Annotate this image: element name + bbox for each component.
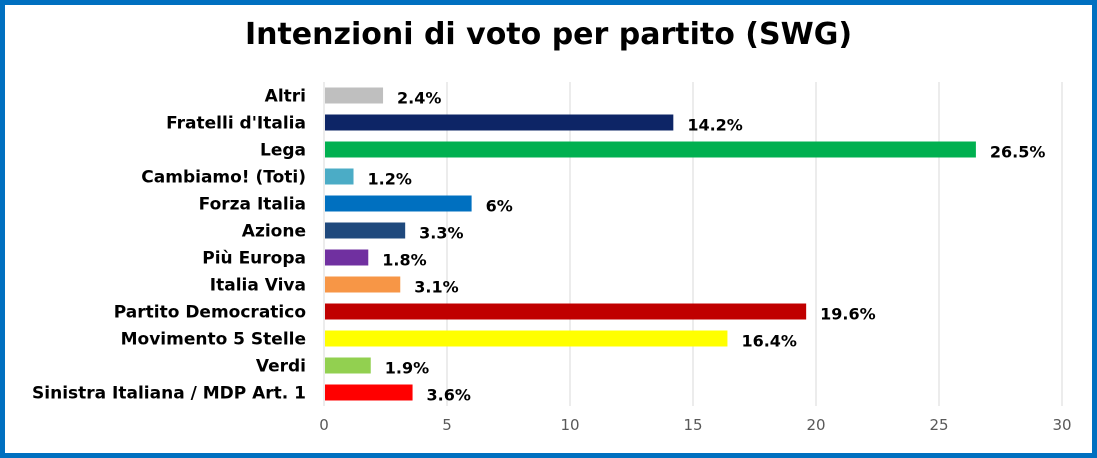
data-label: 6% [486, 197, 513, 216]
bar [325, 168, 354, 185]
category-label: Verdi [256, 357, 306, 377]
bar [325, 249, 369, 266]
category-label: Italia Viva [210, 276, 306, 296]
data-label: 1.9% [385, 359, 429, 378]
data-label: 1.2% [368, 170, 412, 189]
chart-title: Intenzioni di voto per partito (SWG) [244, 17, 853, 52]
bar [325, 276, 401, 293]
bar [325, 330, 728, 347]
category-label: Fratelli d'Italia [166, 114, 306, 134]
bar [325, 303, 807, 320]
data-label: 3.3% [419, 224, 463, 243]
bar [325, 222, 406, 239]
data-label: 26.5% [990, 143, 1046, 162]
category-label: Movimento 5 Stelle [121, 330, 306, 350]
data-label: 3.6% [427, 386, 471, 405]
x-tick-label: 5 [442, 416, 452, 434]
data-label: 19.6% [820, 305, 876, 324]
bar [325, 114, 674, 131]
data-label: 1.8% [382, 251, 426, 270]
category-label: Altri [265, 87, 306, 107]
x-tick-label: 30 [1052, 416, 1071, 434]
x-tick-label: 10 [560, 416, 579, 434]
category-label: Lega [260, 141, 306, 161]
category-label: Azione [242, 222, 306, 242]
category-label: Partito Democratico [114, 303, 306, 323]
data-label: 14.2% [687, 116, 743, 135]
category-label: Sinistra Italiana / MDP Art. 1 [32, 384, 306, 404]
data-label: 2.4% [397, 89, 441, 108]
x-tick-label: 25 [929, 416, 948, 434]
bar [325, 87, 384, 104]
bar [325, 357, 371, 374]
category-label: Cambiamo! (Toti) [141, 168, 306, 188]
x-tick-label: 20 [806, 416, 825, 434]
data-label: 16.4% [741, 332, 797, 351]
x-tick-label: 15 [683, 416, 702, 434]
data-label: 3.1% [414, 278, 458, 297]
bar [325, 195, 472, 212]
category-label: Più Europa [202, 249, 306, 269]
bar [325, 141, 976, 158]
bar [325, 384, 413, 401]
category-label: Forza Italia [199, 195, 306, 215]
x-tick-label: 0 [319, 416, 329, 434]
